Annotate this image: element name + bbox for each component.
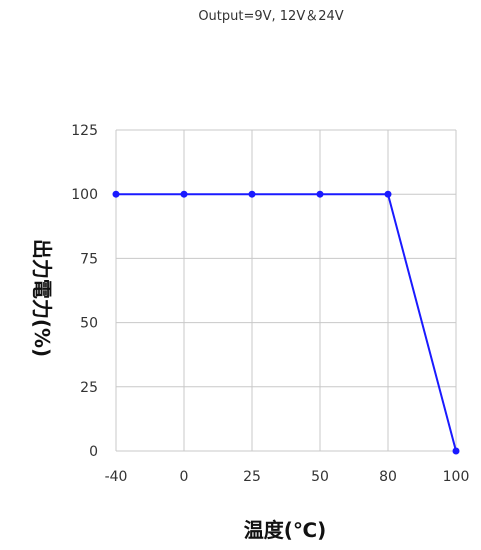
data-point [316, 190, 324, 198]
series-layer [112, 190, 460, 455]
x-tick-label: 25 [243, 469, 261, 485]
data-point [384, 190, 392, 198]
data-point [452, 447, 460, 455]
y-axis-title: 出力電力(%) [30, 239, 54, 357]
x-tick-label: -40 [105, 469, 128, 485]
grid [115, 129, 457, 452]
y-tick-label: 100 [71, 187, 98, 203]
series-line [116, 193, 457, 452]
chart-title: Output=9V, 12V＆24V [198, 9, 343, 24]
x-axis-title: 温度(℃) [244, 518, 327, 542]
data-point [248, 190, 256, 198]
y-tick-label: 125 [71, 123, 98, 139]
y-tick-labels: 0 25 50 75 100 125 [71, 123, 98, 460]
x-tick-label: 50 [311, 469, 329, 485]
y-tick-label: 0 [89, 444, 98, 460]
data-point [112, 190, 120, 198]
x-tick-label: 100 [443, 469, 470, 485]
data-point [180, 190, 188, 198]
x-tick-labels: -40 0 25 50 80 100 [105, 469, 470, 485]
y-tick-label: 25 [80, 380, 98, 396]
y-tick-label: 75 [80, 251, 98, 267]
y-tick-label: 50 [80, 316, 98, 332]
x-tick-label: 0 [180, 469, 189, 485]
x-tick-label: 80 [379, 469, 397, 485]
